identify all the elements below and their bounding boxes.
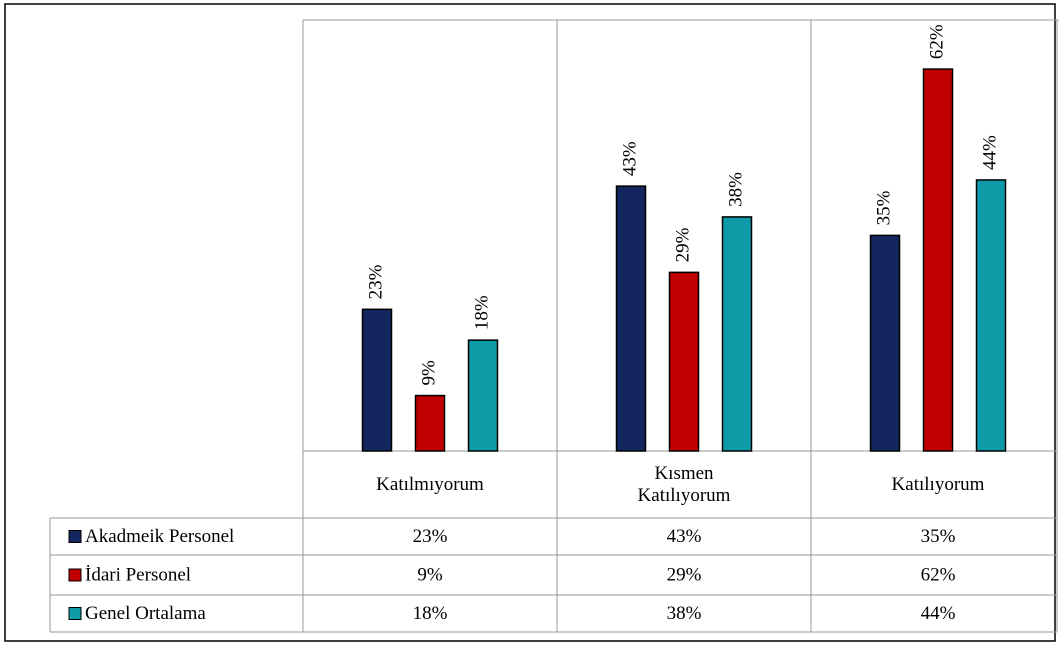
x-tick-label: Katılmıyorum xyxy=(376,473,484,495)
table-cell: 35% xyxy=(921,526,956,547)
legend-swatch xyxy=(68,530,82,543)
frame xyxy=(4,3,1056,642)
bar xyxy=(361,308,393,452)
table-cell: 43% xyxy=(667,526,702,547)
legend-label: Genel Ortalama xyxy=(85,603,206,624)
bar xyxy=(615,185,647,452)
data-label: 23% xyxy=(365,264,386,299)
category-box: Katılmıyorum xyxy=(303,451,557,518)
data-label: 38% xyxy=(725,172,746,207)
table-lines xyxy=(49,19,1059,633)
table-cell: 62% xyxy=(921,564,956,585)
category-box: Kısmen Katılıyorum xyxy=(557,451,811,518)
bar xyxy=(721,216,753,452)
data-label: 9% xyxy=(418,360,439,386)
category-cell: Katılmıyorum xyxy=(303,451,557,518)
legend-label: İdari Personel xyxy=(85,564,191,585)
table-cell: 44% xyxy=(921,603,956,624)
category-box: Katılıyorum xyxy=(811,451,1059,518)
table-cell: 23% xyxy=(413,526,448,547)
table-cell: 38% xyxy=(667,603,702,624)
bar xyxy=(668,271,700,452)
x-tick-label: Katılıyorum xyxy=(891,473,985,495)
data-label: 44% xyxy=(979,135,1000,170)
data-label: 43% xyxy=(619,141,640,176)
bar xyxy=(975,179,1007,452)
table-cell: 29% xyxy=(667,564,702,585)
bar xyxy=(414,394,446,452)
bar xyxy=(467,339,499,452)
legend-swatch xyxy=(68,607,82,620)
x-tick-label: Kısmen Katılıyorum xyxy=(637,462,731,506)
table-cell: 18% xyxy=(413,603,448,624)
category-cell: Katılıyorum xyxy=(811,451,1059,518)
data-label: 35% xyxy=(873,190,894,225)
legend-swatch xyxy=(68,568,82,582)
category-cell: Kısmen Katılıyorum xyxy=(557,451,811,518)
table-cell: 9% xyxy=(417,564,443,585)
bar xyxy=(922,68,954,452)
data-label: 62% xyxy=(926,24,947,59)
bar xyxy=(869,234,901,452)
data-label: 18% xyxy=(471,295,492,330)
data-label: 29% xyxy=(672,227,693,262)
legend-label: Akadmeik Personel xyxy=(85,526,234,547)
